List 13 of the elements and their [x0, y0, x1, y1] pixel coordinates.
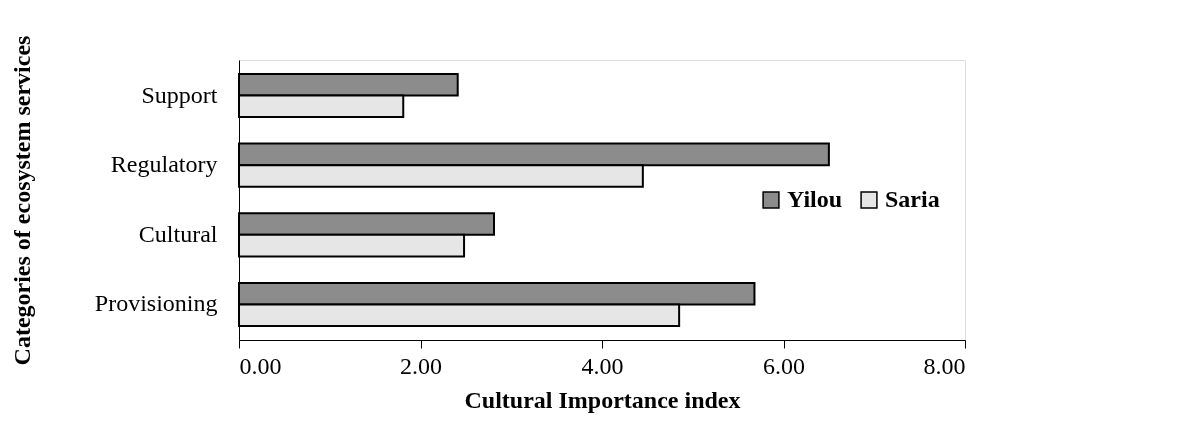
- y-tick-label: Regulatory: [110, 151, 218, 178]
- y-tick-label: Support: [141, 81, 218, 108]
- legend-label: Yilou: [787, 186, 843, 212]
- x-tick-label: 8.00: [923, 352, 966, 379]
- x-axis-title: Cultural Importance index: [464, 386, 741, 413]
- legend-label: Saria: [885, 186, 940, 212]
- x-tick-label: 0.00: [239, 352, 282, 379]
- y-tick-label: Cultural: [138, 220, 218, 247]
- x-tick-label: 2.00: [400, 352, 442, 379]
- y-axis-title: Categories of ecosystem services: [8, 35, 35, 366]
- y-tick-label: Provisioning: [94, 290, 218, 317]
- x-tick-label: 4.00: [581, 352, 624, 379]
- x-tick-label: 6.00: [763, 352, 805, 379]
